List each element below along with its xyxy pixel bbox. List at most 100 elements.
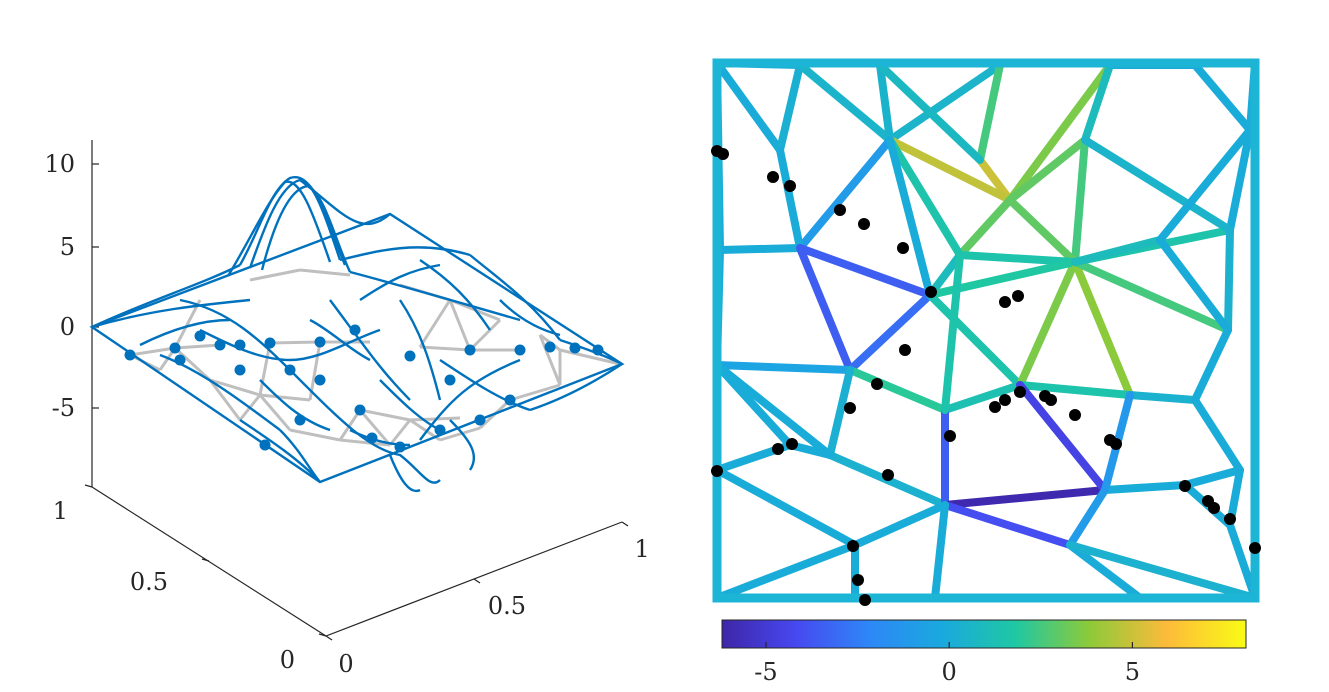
base-edge: [419, 345, 471, 352]
graph-edge: [1016, 258, 1079, 389]
surface-edge: [499, 299, 561, 337]
base-edge: [289, 428, 341, 442]
graph-edge: [1071, 258, 1232, 334]
mesh-edges: [89, 176, 625, 493]
node-marker: [999, 296, 1011, 308]
surface-edge: [309, 318, 371, 362]
node-marker: [999, 394, 1011, 406]
graph-edge: [776, 146, 804, 252]
base-edge: [448, 299, 472, 351]
graph-edge: [976, 61, 1004, 164]
node-marker-3d: [354, 404, 366, 416]
black-node-markers: [711, 145, 1261, 606]
node-marker: [882, 469, 894, 481]
node-marker-3d: [264, 337, 276, 349]
graph-edge: [846, 366, 949, 414]
base-edge: [538, 334, 562, 386]
node-marker-3d: [569, 342, 581, 354]
graph-edge: [1016, 381, 1134, 399]
node-marker: [711, 465, 723, 477]
surface-edge: [529, 362, 623, 412]
graph-edge: [1156, 236, 1232, 334]
graph-edge: [796, 244, 934, 299]
node-marker: [717, 148, 729, 160]
node-marker: [772, 443, 784, 455]
node-marker-3d: [592, 344, 604, 356]
graph-edge: [1156, 126, 1254, 244]
graph-edge: [931, 501, 949, 602]
graph-edge: [713, 361, 854, 374]
base-edge: [174, 343, 221, 350]
base-graph: [129, 268, 621, 447]
node-marker-3d: [234, 339, 246, 351]
colorbar-tick-label: -5: [754, 658, 777, 686]
graph-edge: [1066, 541, 1144, 602]
node-marker: [858, 218, 870, 230]
node-marker-3d: [444, 374, 456, 386]
y-tick-label: 1: [53, 497, 68, 525]
base-edge: [559, 348, 621, 366]
surface-edge: [239, 419, 321, 483]
graph-edge: [1081, 136, 1234, 234]
node-marker-3d: [284, 364, 296, 376]
base-edge: [339, 438, 391, 447]
node-marker-3d: [504, 394, 516, 406]
graph-edge: [1071, 136, 1089, 266]
node-marker-3d: [294, 414, 306, 426]
base-edge: [258, 394, 292, 431]
node-markers-3d: [124, 324, 604, 453]
node-marker-3d: [214, 339, 226, 351]
surface-edge: [159, 353, 281, 431]
graph-edge: [713, 466, 859, 549]
graph-edge: [1101, 481, 1189, 494]
z-ticks: 10 5 0 -5: [44, 150, 99, 422]
base-edge: [259, 393, 311, 402]
surface-edge: [439, 359, 531, 412]
node-marker-3d: [544, 341, 556, 353]
base-edge: [439, 426, 481, 442]
surface-edge: [91, 298, 251, 329]
base-edge: [338, 409, 362, 441]
graph-edge: [1066, 541, 1259, 602]
node-marker: [1012, 290, 1024, 302]
node-marker-3d: [394, 441, 406, 453]
node-marker: [1014, 386, 1026, 398]
z-tick-label: 0: [60, 313, 75, 341]
base-edge: [418, 299, 452, 348]
graph-edge: [876, 61, 894, 144]
node-marker: [834, 204, 846, 216]
surface-edge: [419, 358, 521, 441]
node-marker-3d: [464, 344, 476, 356]
node-marker: [1224, 513, 1236, 525]
graph-edge: [886, 136, 1014, 204]
graph-edge: [956, 251, 1079, 266]
x-tick-mark: [621, 521, 629, 527]
colorbar: -5 0 5: [721, 619, 1247, 686]
x-tick-mark: [325, 635, 333, 641]
node-marker-3d: [514, 344, 526, 356]
x-ticks: 00.51: [325, 521, 650, 678]
surface-edge: [349, 270, 521, 322]
y-ticks: 00.51: [53, 484, 327, 674]
node-marker: [767, 171, 779, 183]
graph-edge: [1071, 236, 1164, 266]
node-marker-3d: [366, 432, 378, 444]
graph-edge: [713, 59, 784, 154]
plot-frame: [712, 58, 1260, 603]
surface-edge: [379, 379, 441, 432]
node-marker-3d: [314, 374, 326, 386]
graph-edge: [851, 501, 949, 549]
node-marker-3d: [434, 424, 446, 436]
y-axis-line: [91, 486, 327, 637]
surface-edge: [289, 328, 381, 362]
graph-edge: [1181, 466, 1244, 489]
base-edge: [209, 378, 261, 397]
graph-edge: [826, 366, 854, 459]
graph-edge: [1081, 61, 1114, 144]
surface-edge: [139, 318, 231, 347]
surface-edge: [226, 180, 332, 277]
edge-heatmap-plot: -5 0 5: [711, 58, 1261, 686]
x-tick-label: 0.5: [488, 592, 526, 620]
graph-edge: [1066, 486, 1109, 549]
base-edge: [269, 340, 321, 345]
